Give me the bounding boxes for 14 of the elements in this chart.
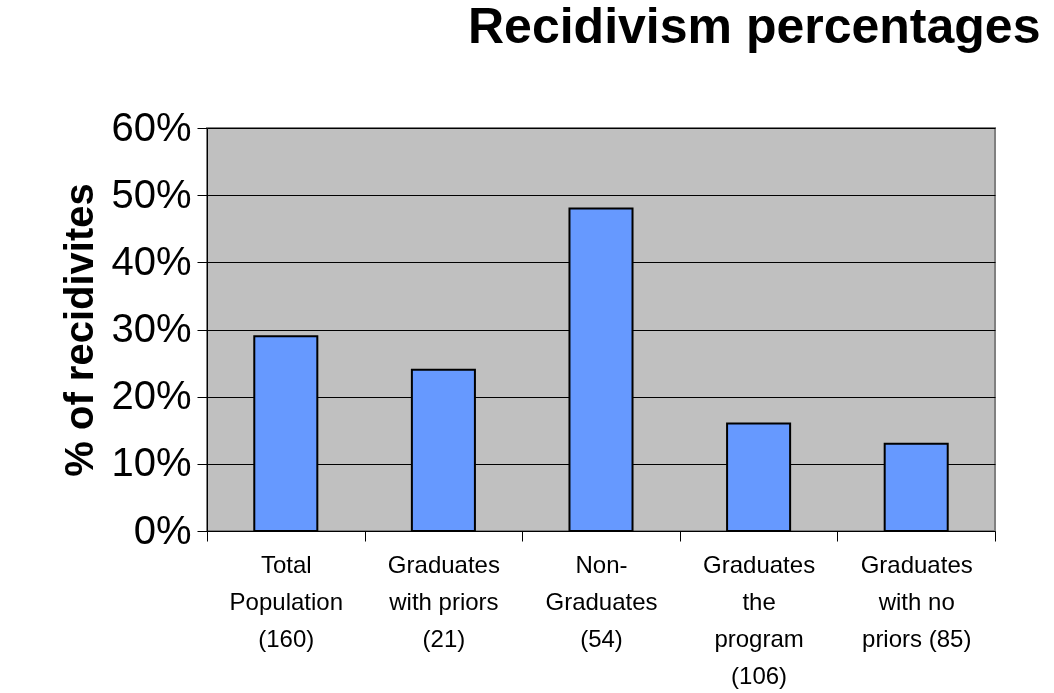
y-tick-label: 10% (111, 440, 192, 485)
x-tick-label: Non- Graduates (54) (545, 550, 658, 652)
y-tick-label: 50% (111, 171, 192, 216)
y-tick-label: 20% (111, 373, 192, 418)
y-tick-label: 0% (133, 507, 192, 552)
y-tick-label: 40% (111, 238, 192, 283)
y-tick-label: 30% (111, 306, 192, 350)
chart-title: Recidivism percentages (468, 0, 1041, 54)
y-axis-title: % of recidivites (57, 183, 102, 477)
x-tick-label: Total Population (160) (229, 550, 344, 652)
x-tick-label: Graduates with priors (21) (387, 550, 500, 652)
x-tick-label: Graduates the program (106) (703, 550, 816, 689)
y-tick-label: 60% (111, 104, 192, 149)
x-tick-label: Graduates with no priors (85) (860, 550, 973, 652)
